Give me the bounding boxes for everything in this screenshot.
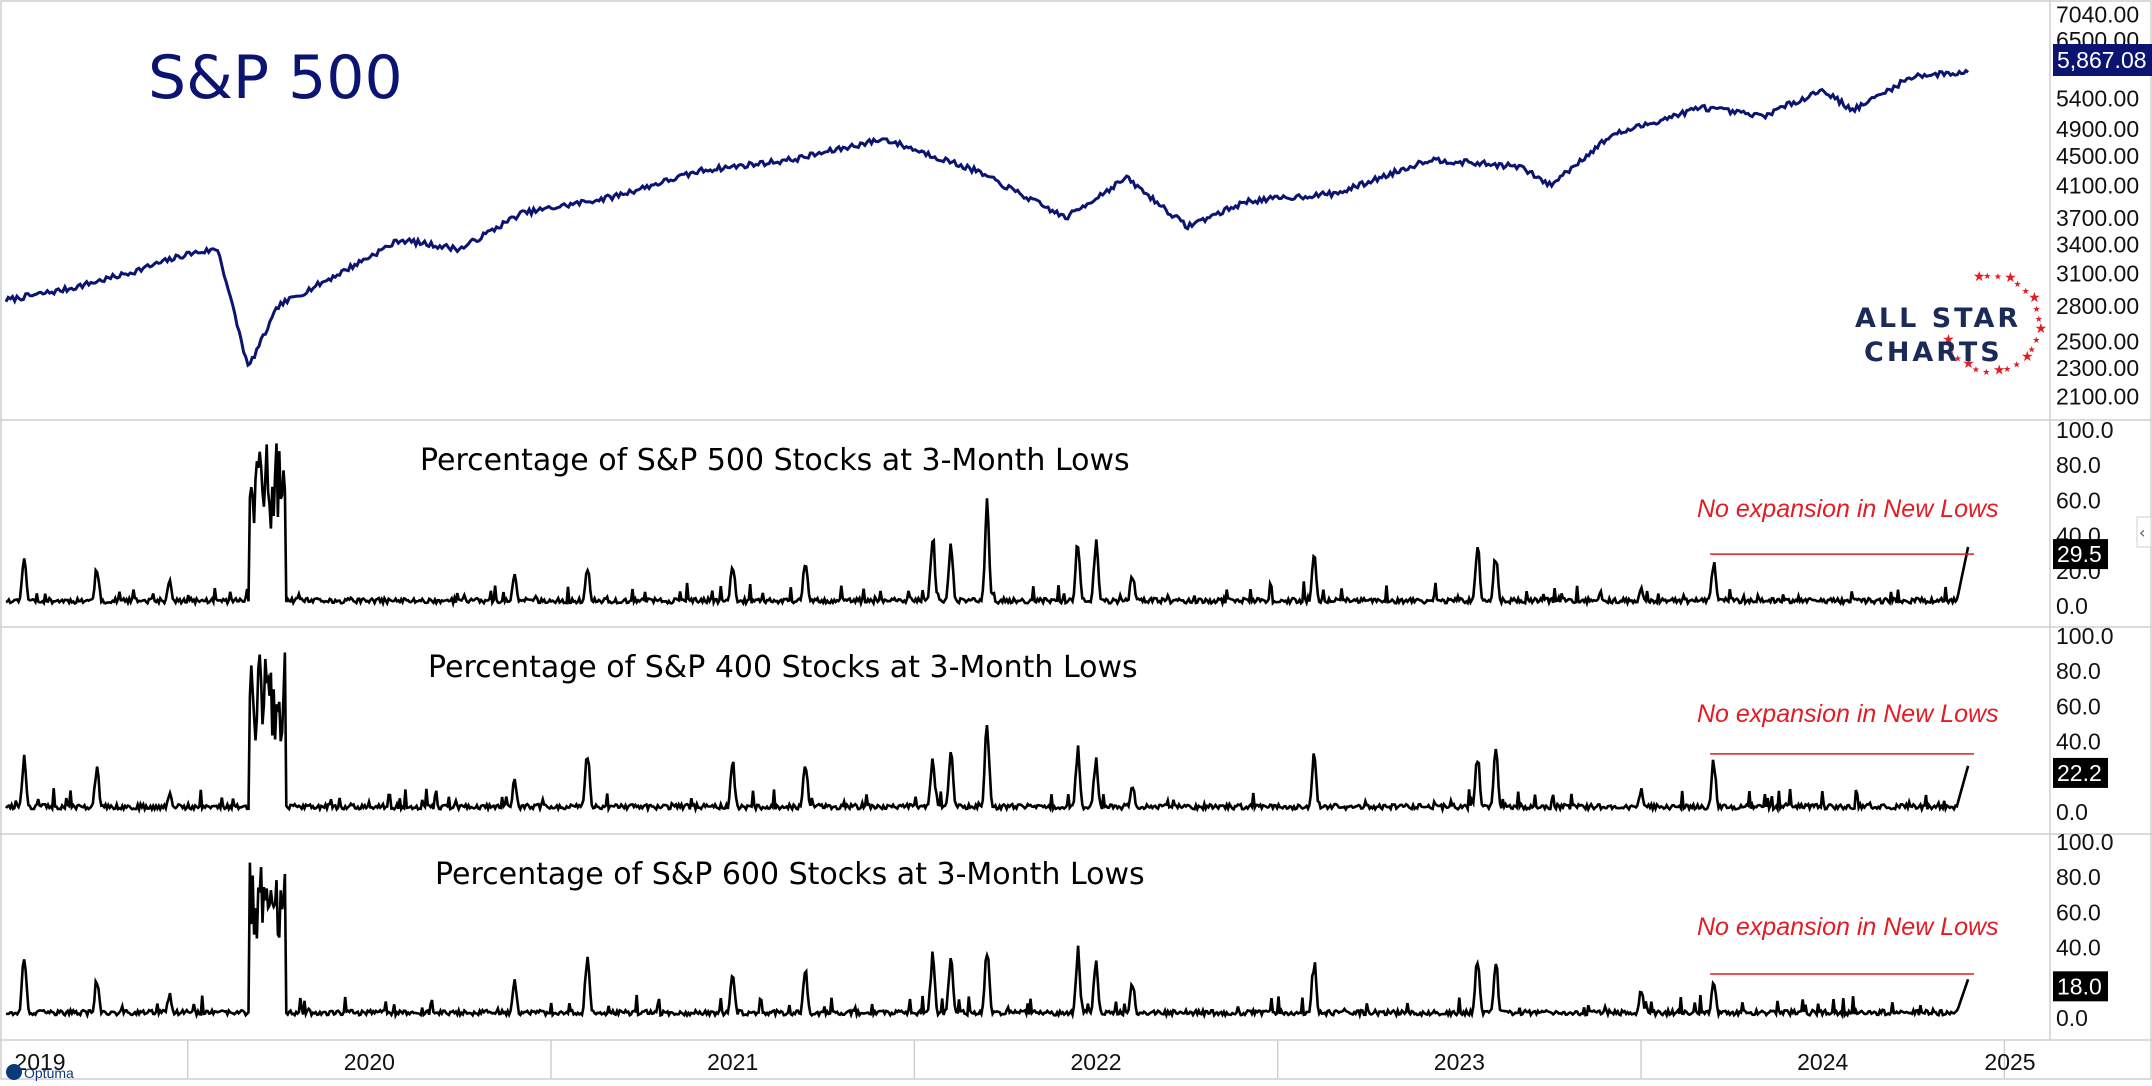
sp400-new-lows-line <box>4 652 1970 815</box>
x-axis-year-label: 2023 <box>1434 1049 1485 1075</box>
sp600-new-lows-last-value: 18.0 <box>2057 973 2102 999</box>
breadth-tick-label: 80.0 <box>2056 864 2101 890</box>
logo-star-icon: ★ <box>2035 321 2048 337</box>
logo-star-icon: ★ <box>1962 356 1975 372</box>
breadth-tick-label: 100.0 <box>2056 417 2114 443</box>
breadth-tick-label: 0.0 <box>2056 799 2088 825</box>
sp500-new-lows-title: Percentage of S&P 500 Stocks at 3-Month … <box>420 443 1130 478</box>
price-tick-label: 2100.00 <box>2056 384 2139 410</box>
breadth-tick-label: 0.0 <box>2056 593 2088 619</box>
all-star-charts-logo: ★★ ★ ★★★★★★★★★★★★★★★★★★★ ALL STAR CHARTS <box>1855 269 2047 379</box>
x-axis-year-label: 2021 <box>707 1049 758 1075</box>
price-tick-label: 5400.00 <box>2056 85 2139 111</box>
price-tick-label: 7040.00 <box>2056 2 2139 28</box>
logo-star-icon: ★ <box>2033 305 2041 315</box>
logo-star-icon: ★ <box>2032 336 2040 346</box>
logo-star-icon: ★ <box>2013 361 2021 371</box>
price-tick-label: 2300.00 <box>2056 355 2139 381</box>
sp400-new-lows-panel: Percentage of S&P 400 Stocks at 3-Month … <box>4 623 2114 825</box>
panel-collapse-handle[interactable]: ‹ <box>2136 516 2152 548</box>
sp400-new-lows-badge <box>2053 757 2108 788</box>
logo-star-icon: ★ <box>2003 365 2011 375</box>
logo-star-icon: ★ <box>2014 280 2022 290</box>
breadth-tick-label: 100.0 <box>2056 623 2114 649</box>
optuma-logo-icon <box>6 1064 22 1080</box>
logo-star-icon: ★ <box>1994 272 2002 282</box>
breadth-tick-label: 60.0 <box>2056 487 2101 513</box>
chevron-left-icon: ‹ <box>2139 523 2145 542</box>
logo-star-icon: ★ <box>1983 272 1991 282</box>
sp500-new-lows-panel: Percentage of S&P 500 Stocks at 3-Month … <box>5 417 2114 619</box>
sp500-annotation: No expansion in New Lows <box>1697 495 1999 523</box>
logo-star-ring: ★★ ★ ★★★★★★★★★★★★★★★★★★★ <box>1942 269 2047 379</box>
sp400-new-lows-axis-ticks: 100.080.060.040.020.00.0 <box>2056 623 2114 825</box>
sp600-new-lows-badge <box>2053 971 2108 1002</box>
logo-star-icon: ★ <box>1942 332 1955 348</box>
price-tick-label: 4100.00 <box>2056 172 2139 198</box>
sp400-new-lows-last-value: 22.2 <box>2057 760 2102 786</box>
logo-star-icon: ★ <box>2022 287 2030 297</box>
logo-star-icon: ★ <box>1993 363 2006 379</box>
price-tick-label: 3400.00 <box>2056 231 2139 257</box>
logo-text-2: CHARTS <box>1864 337 2003 368</box>
sp500-price-panel: S&P 500 7040.006500.005400.004900.004500… <box>4 2 2152 410</box>
price-tick-label: 2800.00 <box>2056 293 2139 319</box>
breadth-tick-label: 100.0 <box>2056 829 2114 855</box>
logo-star-icon: ★ <box>1947 347 1955 357</box>
sp500-new-lows-last-value: 29.5 <box>2057 541 2102 567</box>
breadth-tick-label: 80.0 <box>2056 658 2101 684</box>
x-axis-year-label: 2024 <box>1797 1049 1848 1075</box>
optuma-brand-text: Optuma <box>24 1065 74 1081</box>
sp600-annotation: No expansion in New Lows <box>1697 913 1999 941</box>
x-axis-year-label: 2019 <box>14 1049 65 1075</box>
breadth-tick-label: 60.0 <box>2056 899 2101 925</box>
price-tick-label: 4500.00 <box>2056 143 2139 169</box>
breadth-tick-label: 80.0 <box>2056 452 2101 478</box>
sp500-new-lows-line <box>5 443 1970 609</box>
price-tick-label: 3700.00 <box>2056 205 2139 231</box>
logo-star-icon: ★ <box>1954 355 1962 365</box>
sp400-new-lows-title: Percentage of S&P 400 Stocks at 3-Month … <box>428 650 1138 685</box>
logo-star-icon: ★ <box>2028 290 2041 306</box>
x-axis: 2019 2020 2021 2022 2023 2024 2025 <box>14 1040 2036 1079</box>
breadth-tick-label: 40.0 <box>2056 729 2101 755</box>
sp600-new-lows-panel: Percentage of S&P 600 Stocks at 3-Month … <box>5 829 2114 1031</box>
logo-star-icon: ★ <box>2021 349 2034 365</box>
sp500-price-line <box>4 68 1970 368</box>
sp500-new-lows-badge <box>2053 539 2108 570</box>
breadth-tick-label: 40.0 <box>2056 935 2101 961</box>
breadth-tick-label: 60.0 <box>2056 693 2101 719</box>
sp500-new-lows-axis-ticks: 100.080.060.040.020.00.0 <box>2056 417 2114 619</box>
logo-star-icon: ★ <box>1972 366 1980 376</box>
optuma-brand: Optuma <box>6 1064 74 1081</box>
logo-star-icon: ★ <box>1982 368 1990 378</box>
sp400-annotation: No expansion in New Lows <box>1697 700 1999 728</box>
x-axis-year-label: 2022 <box>1070 1049 1121 1075</box>
x-axis-year-label: 2025 <box>1984 1049 2035 1075</box>
sp500-last-value-badge <box>2053 44 2152 76</box>
breadth-tick-label: 0.0 <box>2056 1005 2088 1031</box>
logo-star-icon: ★ <box>2004 270 2017 286</box>
logo-star-icon: ★ <box>1973 269 1986 285</box>
sp500-title: S&P 500 <box>148 43 403 113</box>
price-tick-label: 3100.00 <box>2056 261 2139 287</box>
x-axis-year-label: 2020 <box>344 1049 395 1075</box>
logo-star-icon: ★ <box>2035 315 2043 325</box>
price-tick-label: 2500.00 <box>2056 329 2139 355</box>
sp500-last-value-label: 5,867.08 <box>2057 47 2147 73</box>
logo-text: ALL STAR <box>1855 303 2021 334</box>
sp600-new-lows-line <box>5 862 1970 1020</box>
sp600-new-lows-title: Percentage of S&P 600 Stocks at 3-Month … <box>435 857 1145 892</box>
logo-star-icon: ★ <box>2028 346 2036 356</box>
price-tick-label: 4900.00 <box>2056 116 2139 142</box>
